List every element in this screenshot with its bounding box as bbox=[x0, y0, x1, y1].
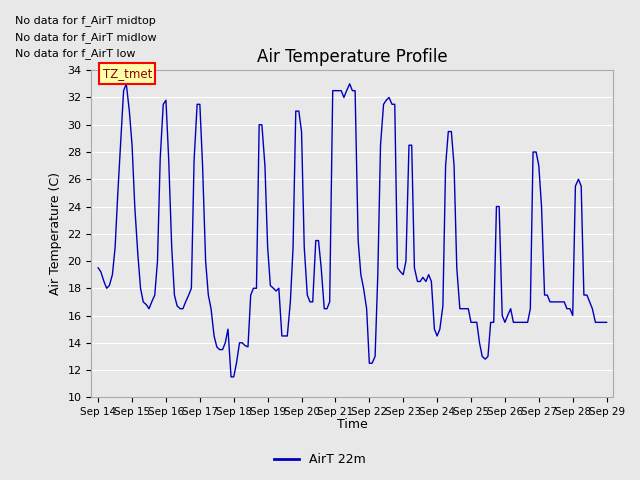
Text: No data for f_AirT low: No data for f_AirT low bbox=[15, 48, 136, 59]
Legend: AirT 22m: AirT 22m bbox=[269, 448, 371, 471]
X-axis label: Time: Time bbox=[337, 419, 368, 432]
Title: Air Temperature Profile: Air Temperature Profile bbox=[257, 48, 448, 66]
Text: TZ_tmet: TZ_tmet bbox=[102, 67, 152, 80]
Text: No data for f_AirT midlow: No data for f_AirT midlow bbox=[15, 32, 157, 43]
Text: No data for f_AirT midtop: No data for f_AirT midtop bbox=[15, 15, 156, 26]
Y-axis label: Air Temperature (C): Air Temperature (C) bbox=[49, 172, 62, 295]
